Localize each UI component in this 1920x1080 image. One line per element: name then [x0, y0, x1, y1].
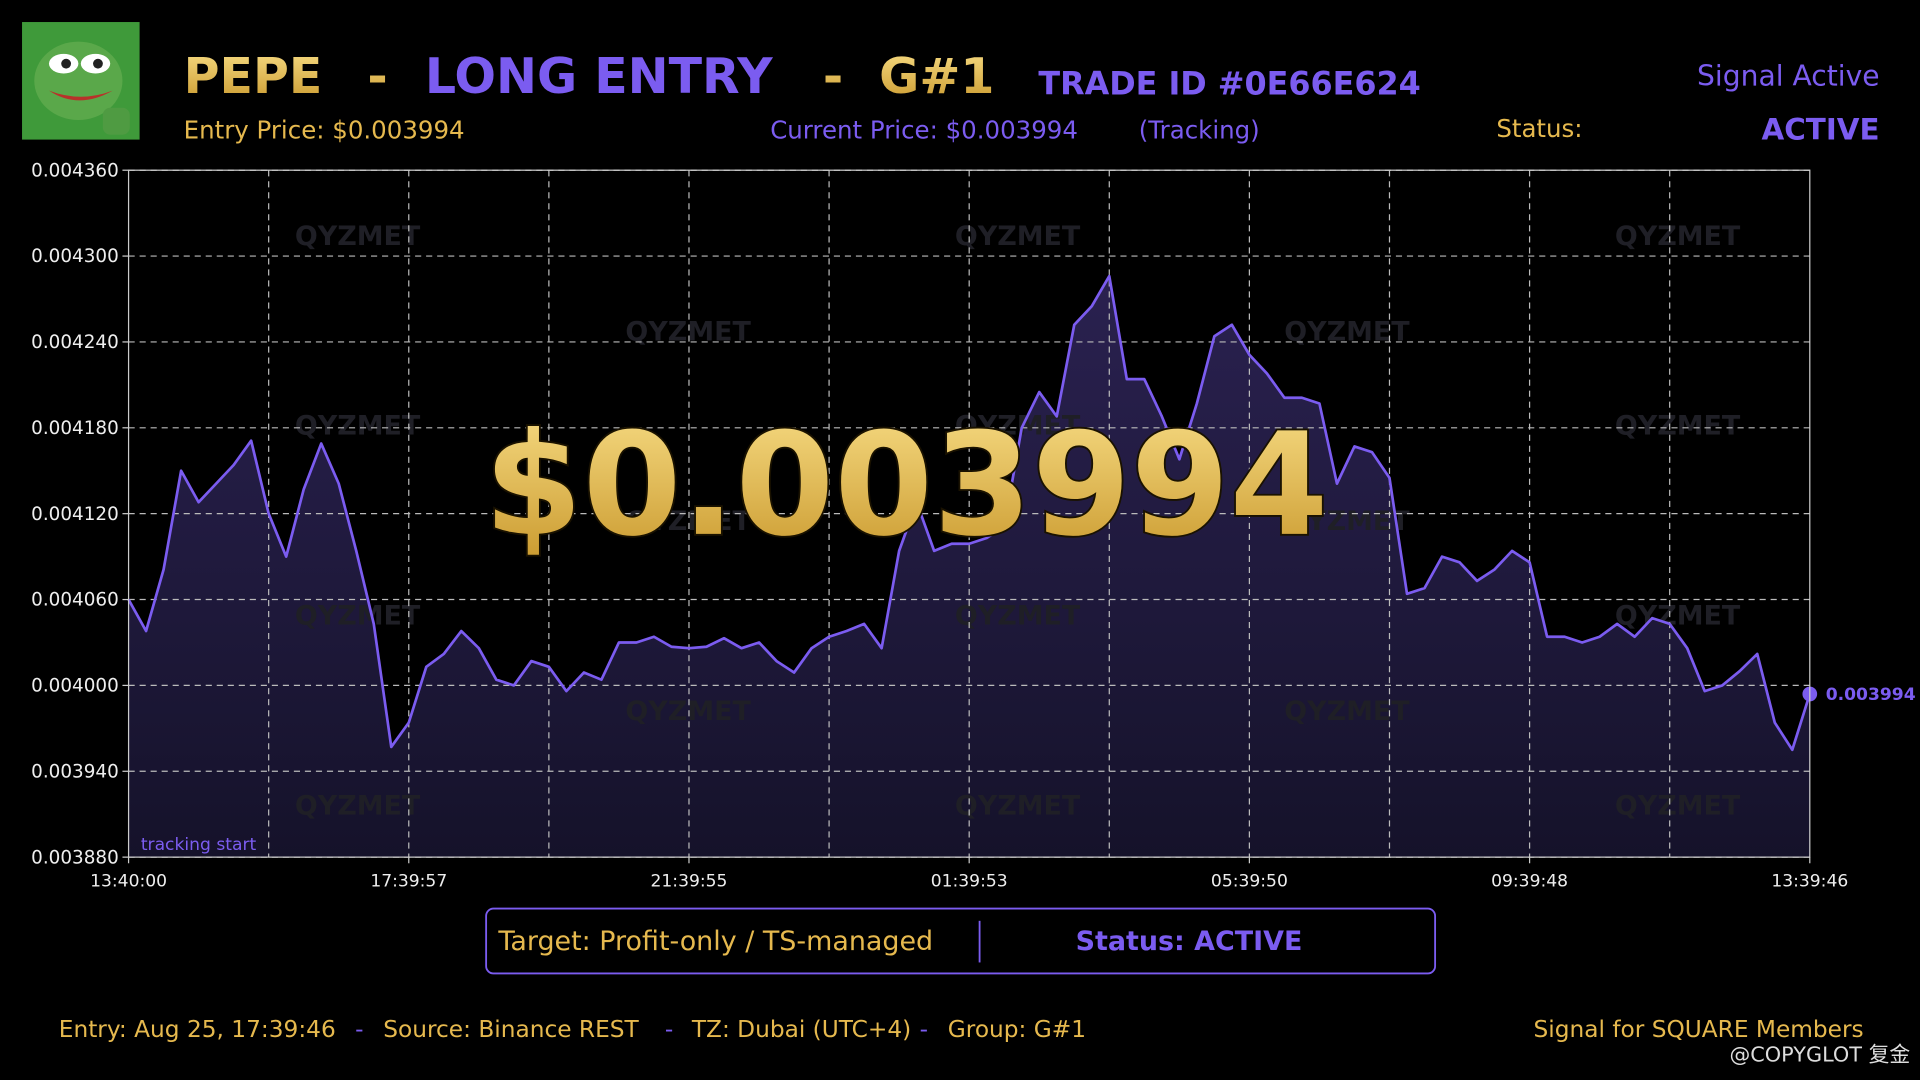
- footer-separator: -: [665, 1016, 673, 1043]
- watermark: QYZMET: [1615, 221, 1741, 252]
- watermark: QYZMET: [295, 221, 421, 252]
- annotation: tracking start: [141, 835, 257, 855]
- x-tick-label: 09:39:48: [1491, 872, 1568, 892]
- footer-separator: -: [355, 1016, 363, 1043]
- watermark: QYZMET: [1284, 316, 1410, 347]
- coin: PEPE: [184, 48, 323, 105]
- watermark: QYZMET: [1615, 790, 1741, 821]
- watermark: QYZMET: [1284, 506, 1410, 537]
- credit: @COPYGLOT 复金: [1729, 1043, 1910, 1067]
- price-overlay: $0.003994: [484, 403, 1329, 568]
- watermark: QYZMET: [295, 790, 421, 821]
- watermark: QYZMET: [625, 506, 751, 537]
- tracking: (Tracking): [1139, 115, 1260, 144]
- x-tick-label: 21:39:55: [651, 872, 728, 892]
- y-tick-label: 0.004360: [31, 160, 119, 181]
- y-tick-label: 0.004180: [31, 418, 119, 439]
- info-box: [485, 907, 1437, 975]
- last-value-label: 0.003994: [1826, 685, 1916, 705]
- separator: -: [823, 48, 843, 105]
- direction: LONG ENTRY: [425, 48, 773, 105]
- y-tick-label: 0.004300: [31, 246, 119, 267]
- footer-timezone: TZ: Dubai (UTC+4): [691, 1016, 911, 1043]
- watermark: QYZMET: [955, 411, 1081, 442]
- group: G#1: [879, 48, 994, 105]
- x-tick-label: 05:39:50: [1211, 872, 1288, 892]
- watermark: QYZMET: [955, 600, 1081, 631]
- entry-price: Entry Price: $0.003994: [184, 115, 465, 144]
- watermark: QYZMET: [625, 316, 751, 347]
- x-tick-label: 13:39:46: [1771, 872, 1848, 892]
- x-tick-label: 17:39:57: [370, 872, 447, 892]
- footer-group: Group: G#1: [948, 1016, 1086, 1043]
- watermark: QYZMET: [1615, 411, 1741, 442]
- x-tick-label: 13:40:00: [90, 872, 167, 892]
- y-tick-label: 0.004120: [31, 504, 119, 525]
- y-tick-label: 0.003940: [31, 761, 119, 782]
- watermark: QYZMET: [295, 600, 421, 631]
- y-tick-label: 0.003880: [31, 847, 119, 868]
- footer-source: Source: Binance REST: [383, 1016, 639, 1043]
- footer-members: Signal for SQUARE Members: [1534, 1016, 1864, 1043]
- y-tick-label: 0.004060: [31, 590, 119, 611]
- price-line: [127, 274, 1812, 752]
- watermark: QYZMET: [955, 221, 1081, 252]
- footer-separator: -: [920, 1016, 928, 1043]
- status-value: ACTIVE: [1762, 113, 1880, 147]
- box-status: Status: ACTIVE: [1076, 926, 1303, 957]
- chart: QYZMET QYZMET QYZMET QYZMET QYZMET QYZMET QYZM…: [31, 160, 1916, 891]
- status-label: Status:: [1496, 114, 1582, 143]
- target: Target: Profit-only / TS-managed: [497, 926, 933, 957]
- y-tick-label: 0.004000: [31, 676, 119, 697]
- avatar: [22, 22, 140, 140]
- y-tick-label: 0.004240: [31, 332, 119, 353]
- trade-id: TRADE ID #0E66E624: [1038, 64, 1420, 102]
- separator: -: [367, 48, 387, 105]
- watermark: QYZMET: [1615, 600, 1741, 631]
- watermark: QYZMET: [955, 790, 1081, 821]
- watermark: QYZMET: [295, 411, 421, 442]
- watermark: QYZMET: [1284, 696, 1410, 727]
- footer-entry: Entry: Aug 25, 17:39:46: [59, 1016, 336, 1043]
- current-price: Current Price: $0.003994: [770, 115, 1078, 144]
- signal-state: Signal Active: [1697, 60, 1880, 93]
- x-tick-label: 01:39:53: [931, 872, 1008, 892]
